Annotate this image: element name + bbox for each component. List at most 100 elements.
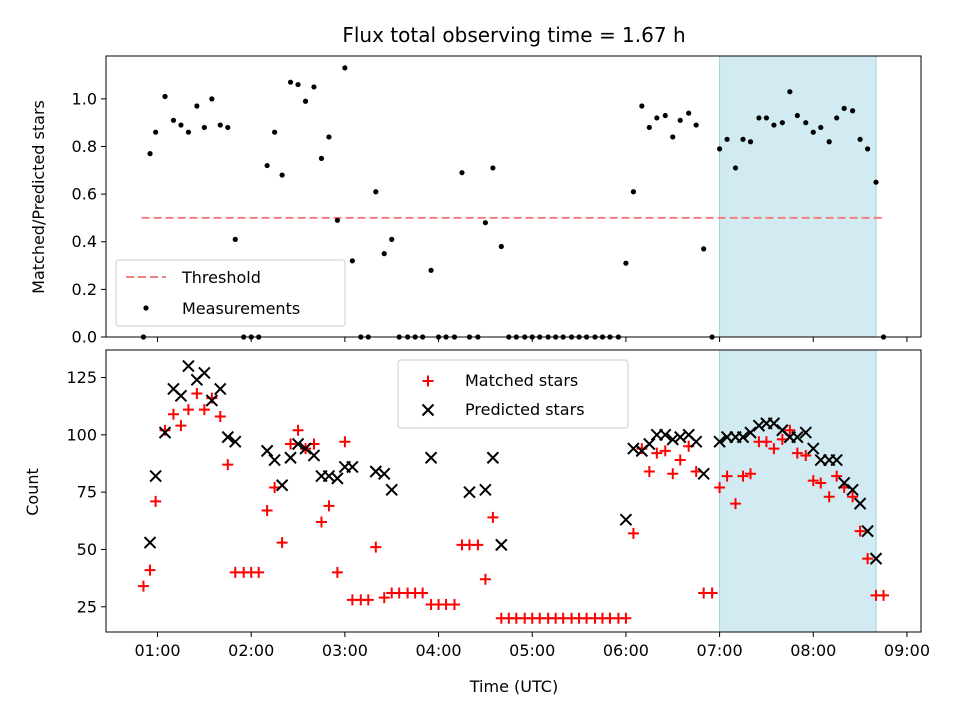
matched-star-point xyxy=(823,491,835,503)
y-tick-label: 100 xyxy=(66,425,97,444)
predicted-star-point xyxy=(837,476,851,490)
predicted-star-point xyxy=(486,451,500,464)
measurement-point xyxy=(857,136,863,142)
y-tick-label: 0.6 xyxy=(72,185,97,204)
measurement-point xyxy=(841,105,847,111)
predicted-star-point xyxy=(331,472,344,485)
x-tick-label: 05:00 xyxy=(509,641,555,660)
matched-star-point xyxy=(378,592,390,604)
matched-star-point xyxy=(791,447,803,459)
measurement-point xyxy=(630,189,637,195)
predicted-star-point xyxy=(143,536,157,549)
predicted-star-point xyxy=(799,426,812,439)
predicted-star-point xyxy=(229,435,242,448)
legend-predicted-swatch xyxy=(421,403,435,417)
measurement-point xyxy=(318,155,325,161)
x-tick-label: 04:00 xyxy=(416,641,462,660)
legend-threshold-label: Threshold xyxy=(181,268,261,287)
measurement-point xyxy=(342,65,348,71)
predicted-star-point xyxy=(174,389,188,403)
predicted-star-point xyxy=(830,453,843,467)
measurement-point xyxy=(498,243,504,250)
measurement-point xyxy=(623,260,629,266)
matched-star-point xyxy=(784,424,796,436)
matched-star-point xyxy=(214,410,226,422)
predicted-star-point xyxy=(385,483,398,497)
predicted-star-point xyxy=(713,435,726,448)
measurement-point xyxy=(311,84,317,90)
bottom-legend: Matched stars Predicted stars xyxy=(397,359,629,429)
measurement-point xyxy=(662,112,668,119)
matched-star-point xyxy=(175,420,187,432)
predicted-star-point xyxy=(791,430,804,444)
measurement-point xyxy=(178,122,184,128)
measurement-point xyxy=(232,236,238,242)
matched-star-point xyxy=(222,459,234,471)
predicted-star-point xyxy=(807,442,820,455)
measurement-point xyxy=(779,120,785,126)
predicted-star-point xyxy=(221,430,234,444)
measurement-point xyxy=(482,220,488,226)
x-tick-label: 03:00 xyxy=(322,641,368,660)
measurement-point xyxy=(803,120,809,126)
matched-star-point xyxy=(253,566,265,578)
observing-window-span xyxy=(719,55,877,338)
y-tick-label: 0.8 xyxy=(72,137,97,156)
measurement-point xyxy=(287,79,294,85)
matched-star-point xyxy=(730,498,742,510)
matched-star-point xyxy=(167,408,179,420)
bottom-y-axis-label: Count xyxy=(23,468,42,516)
measurement-point xyxy=(677,117,683,123)
chart-title: Flux total observing time = 1.67 h xyxy=(342,23,685,47)
predicted-star-point xyxy=(378,467,391,481)
measurement-point xyxy=(701,246,707,252)
predicted-star-point xyxy=(861,524,874,538)
matched-star-point xyxy=(627,527,639,539)
matched-star-point xyxy=(815,477,827,489)
matched-star-point xyxy=(261,504,273,516)
matched-star-point xyxy=(776,433,788,445)
matched-star-point xyxy=(706,587,718,599)
measurement-point xyxy=(740,136,746,142)
measurement-point xyxy=(756,115,762,121)
matched-star-point xyxy=(285,438,297,450)
predicted-star-point xyxy=(619,513,633,526)
matched-star-point xyxy=(800,449,812,461)
x-tick-label: 07:00 xyxy=(697,641,743,660)
matched-star-point xyxy=(472,539,484,551)
measurement-point xyxy=(716,146,723,152)
measurement-point xyxy=(381,251,387,257)
measurement-point xyxy=(225,124,231,131)
y-tick-label: 1.0 xyxy=(72,89,97,108)
y-tick-label: 50 xyxy=(77,540,97,559)
measurement-point xyxy=(654,115,660,121)
measurement-point xyxy=(787,89,793,95)
measurement-point xyxy=(826,139,832,145)
legend-box xyxy=(115,259,346,327)
matched-star-point xyxy=(144,564,156,576)
measurement-point xyxy=(326,134,332,140)
measurement-point xyxy=(459,170,465,176)
matched-star-point xyxy=(674,454,686,466)
measurement-point xyxy=(873,179,879,185)
matched-star-point xyxy=(643,466,655,478)
measurement-point xyxy=(639,103,645,109)
matched-star-point xyxy=(362,594,374,606)
matched-star-point xyxy=(737,470,749,482)
predicted-star-point xyxy=(643,437,656,451)
matched-star-point xyxy=(667,468,679,480)
measurement-point xyxy=(724,136,730,142)
matched-star-point xyxy=(182,404,194,416)
y-tick-label: 75 xyxy=(77,483,97,502)
predicted-star-point xyxy=(463,485,476,499)
legend-matched-label: Matched stars xyxy=(465,371,578,390)
predicted-star-point xyxy=(767,417,781,430)
measurement-point xyxy=(389,236,395,242)
matched-star-point xyxy=(159,424,171,436)
y-tick-label: 125 xyxy=(66,368,97,387)
measurement-point xyxy=(162,93,168,100)
matched-star-point xyxy=(714,482,726,494)
matched-star-point xyxy=(721,470,733,482)
measurement-point xyxy=(747,139,754,145)
